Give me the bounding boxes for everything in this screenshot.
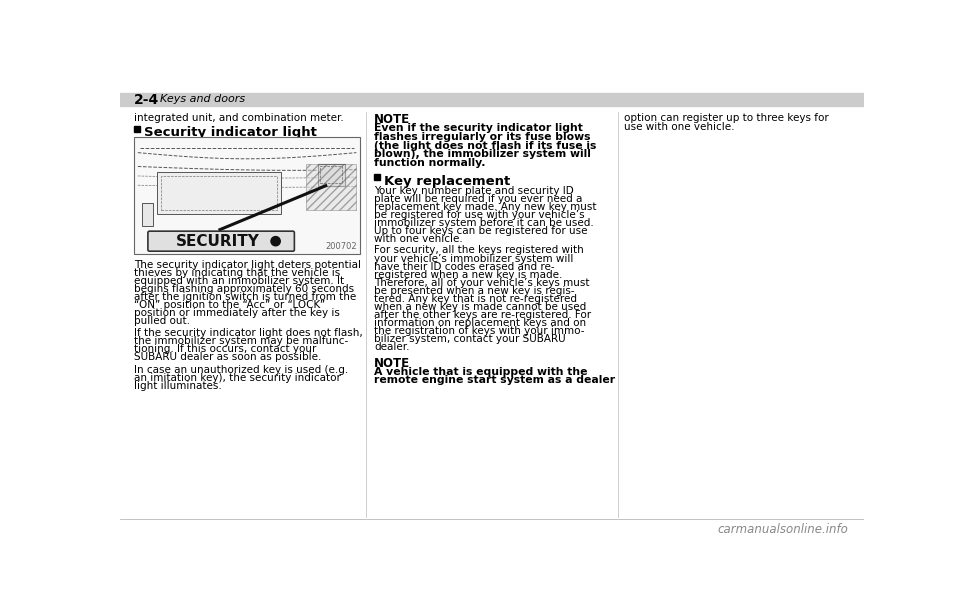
Text: 200702: 200702 xyxy=(325,242,357,251)
Text: 2-4: 2-4 xyxy=(134,92,159,106)
Text: Security indicator light: Security indicator light xyxy=(144,126,317,139)
Text: blown), the immobilizer system will: blown), the immobilizer system will xyxy=(374,149,591,159)
Text: integrated unit, and combination meter.: integrated unit, and combination meter. xyxy=(134,114,344,123)
Text: be registered for use with your vehicle’s: be registered for use with your vehicle’… xyxy=(374,210,585,220)
Text: Keys and doors: Keys and doors xyxy=(160,95,246,104)
Text: thieves by indicating that the vehicle is: thieves by indicating that the vehicle i… xyxy=(134,268,340,278)
Text: In case an unauthorized key is used (e.g.: In case an unauthorized key is used (e.g… xyxy=(134,365,348,375)
Text: immobilizer system before it can be used.: immobilizer system before it can be used… xyxy=(374,218,594,228)
Text: position or immediately after the key is: position or immediately after the key is xyxy=(134,308,340,318)
Bar xyxy=(318,164,345,186)
Text: plate will be required if you ever need a: plate will be required if you ever need … xyxy=(374,194,583,204)
Text: Key replacement: Key replacement xyxy=(384,175,511,188)
FancyBboxPatch shape xyxy=(148,231,295,251)
Bar xyxy=(157,172,281,214)
Text: replacement key made. Any new key must: replacement key made. Any new key must xyxy=(374,202,597,212)
Text: NOTE: NOTE xyxy=(374,114,410,126)
Bar xyxy=(134,137,360,254)
Text: pulled out.: pulled out. xyxy=(134,316,190,326)
Text: flashes irregularly or its fuse blows: flashes irregularly or its fuse blows xyxy=(374,132,590,142)
Bar xyxy=(142,203,154,226)
Text: after the other keys are re-registered. For: after the other keys are re-registered. … xyxy=(374,310,591,320)
Bar xyxy=(120,93,864,106)
Text: function normally.: function normally. xyxy=(374,158,486,168)
Text: (the light does not flash if its fuse is: (the light does not flash if its fuse is xyxy=(374,141,596,151)
Text: A vehicle that is equipped with the: A vehicle that is equipped with the xyxy=(374,367,588,377)
Circle shape xyxy=(271,236,280,246)
Text: bilizer system, contact your SUBARU: bilizer system, contact your SUBARU xyxy=(374,334,565,345)
Text: Even if the security indicator light: Even if the security indicator light xyxy=(374,123,583,133)
Bar xyxy=(161,176,277,210)
Text: remote engine start system as a dealer: remote engine start system as a dealer xyxy=(374,375,615,386)
Text: NOTE: NOTE xyxy=(374,357,410,370)
Text: be presented when a new key is regis-: be presented when a new key is regis- xyxy=(374,286,575,296)
Text: your vehicle’s immobilizer system will: your vehicle’s immobilizer system will xyxy=(374,254,573,263)
Text: the immobilizer system may be malfunc-: the immobilizer system may be malfunc- xyxy=(134,336,348,346)
Text: use with one vehicle.: use with one vehicle. xyxy=(624,122,734,132)
Text: light illuminates.: light illuminates. xyxy=(134,381,222,391)
Text: The security indicator light deters potential: The security indicator light deters pote… xyxy=(134,260,361,269)
Bar xyxy=(134,126,140,132)
Text: tered. Any key that is not re-registered: tered. Any key that is not re-registered xyxy=(374,294,577,304)
Text: begins flashing approximately 60 seconds: begins flashing approximately 60 seconds xyxy=(134,284,354,294)
Text: For security, all the keys registered with: For security, all the keys registered wi… xyxy=(374,246,584,255)
Text: after the ignition switch is turned from the: after the ignition switch is turned from… xyxy=(134,292,356,302)
Text: Up to four keys can be registered for use: Up to four keys can be registered for us… xyxy=(374,226,588,236)
Text: dealer.: dealer. xyxy=(374,342,410,353)
Text: with one vehicle.: with one vehicle. xyxy=(374,234,463,244)
Text: tioning. If this occurs, contact your: tioning. If this occurs, contact your xyxy=(134,345,317,354)
Text: have their ID codes erased and re-: have their ID codes erased and re- xyxy=(374,262,555,271)
Text: Therefore, all of your vehicle’s keys must: Therefore, all of your vehicle’s keys mu… xyxy=(374,278,589,288)
Text: SECURITY: SECURITY xyxy=(177,233,260,249)
Text: equipped with an immobilizer system. It: equipped with an immobilizer system. It xyxy=(134,276,344,286)
Text: the registration of keys with your immo-: the registration of keys with your immo- xyxy=(374,326,585,336)
Text: an imitation key), the security indicator: an imitation key), the security indicato… xyxy=(134,373,341,383)
Text: “ON” position to the “Acc” or “LOCK”: “ON” position to the “Acc” or “LOCK” xyxy=(134,300,325,310)
Text: registered when a new key is made.: registered when a new key is made. xyxy=(374,269,563,280)
Bar xyxy=(374,174,380,180)
Text: information on replacement keys and on: information on replacement keys and on xyxy=(374,318,587,328)
Text: If the security indicator light does not flash,: If the security indicator light does not… xyxy=(134,328,363,338)
Text: when a new key is made cannot be used: when a new key is made cannot be used xyxy=(374,302,587,312)
Bar xyxy=(320,166,343,183)
Text: carmanualsonline.info: carmanualsonline.info xyxy=(718,524,849,536)
Text: option can register up to three keys for: option can register up to three keys for xyxy=(624,114,828,123)
Bar xyxy=(306,164,356,210)
Text: SUBARU dealer as soon as possible.: SUBARU dealer as soon as possible. xyxy=(134,353,322,362)
Text: Your key number plate and security ID: Your key number plate and security ID xyxy=(374,186,574,196)
